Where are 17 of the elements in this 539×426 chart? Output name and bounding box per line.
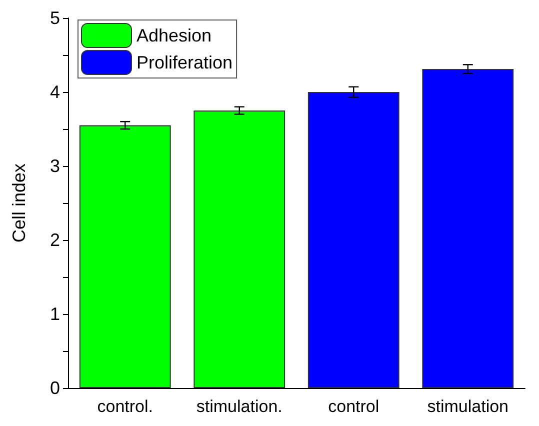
y-tick-label: 4 [50, 82, 60, 102]
x-tick-label: stimulation. [196, 397, 282, 416]
y-tick-label: 0 [50, 378, 60, 398]
bar [79, 125, 171, 388]
bar [308, 92, 400, 388]
x-tick-label: control. [97, 397, 153, 416]
legend-label: Adhesion [136, 26, 212, 46]
y-tick-label: 2 [50, 230, 60, 250]
bar [422, 69, 514, 388]
y-tick-label: 3 [50, 156, 60, 176]
y-tick-label: 5 [50, 8, 60, 28]
bar [194, 110, 286, 388]
y-tick-label: 1 [50, 304, 60, 324]
x-tick-label: stimulation [427, 397, 509, 416]
legend-label: Proliferation [136, 52, 233, 72]
y-axis-title: Cell index [9, 163, 29, 243]
x-tick-label: control [328, 397, 380, 416]
